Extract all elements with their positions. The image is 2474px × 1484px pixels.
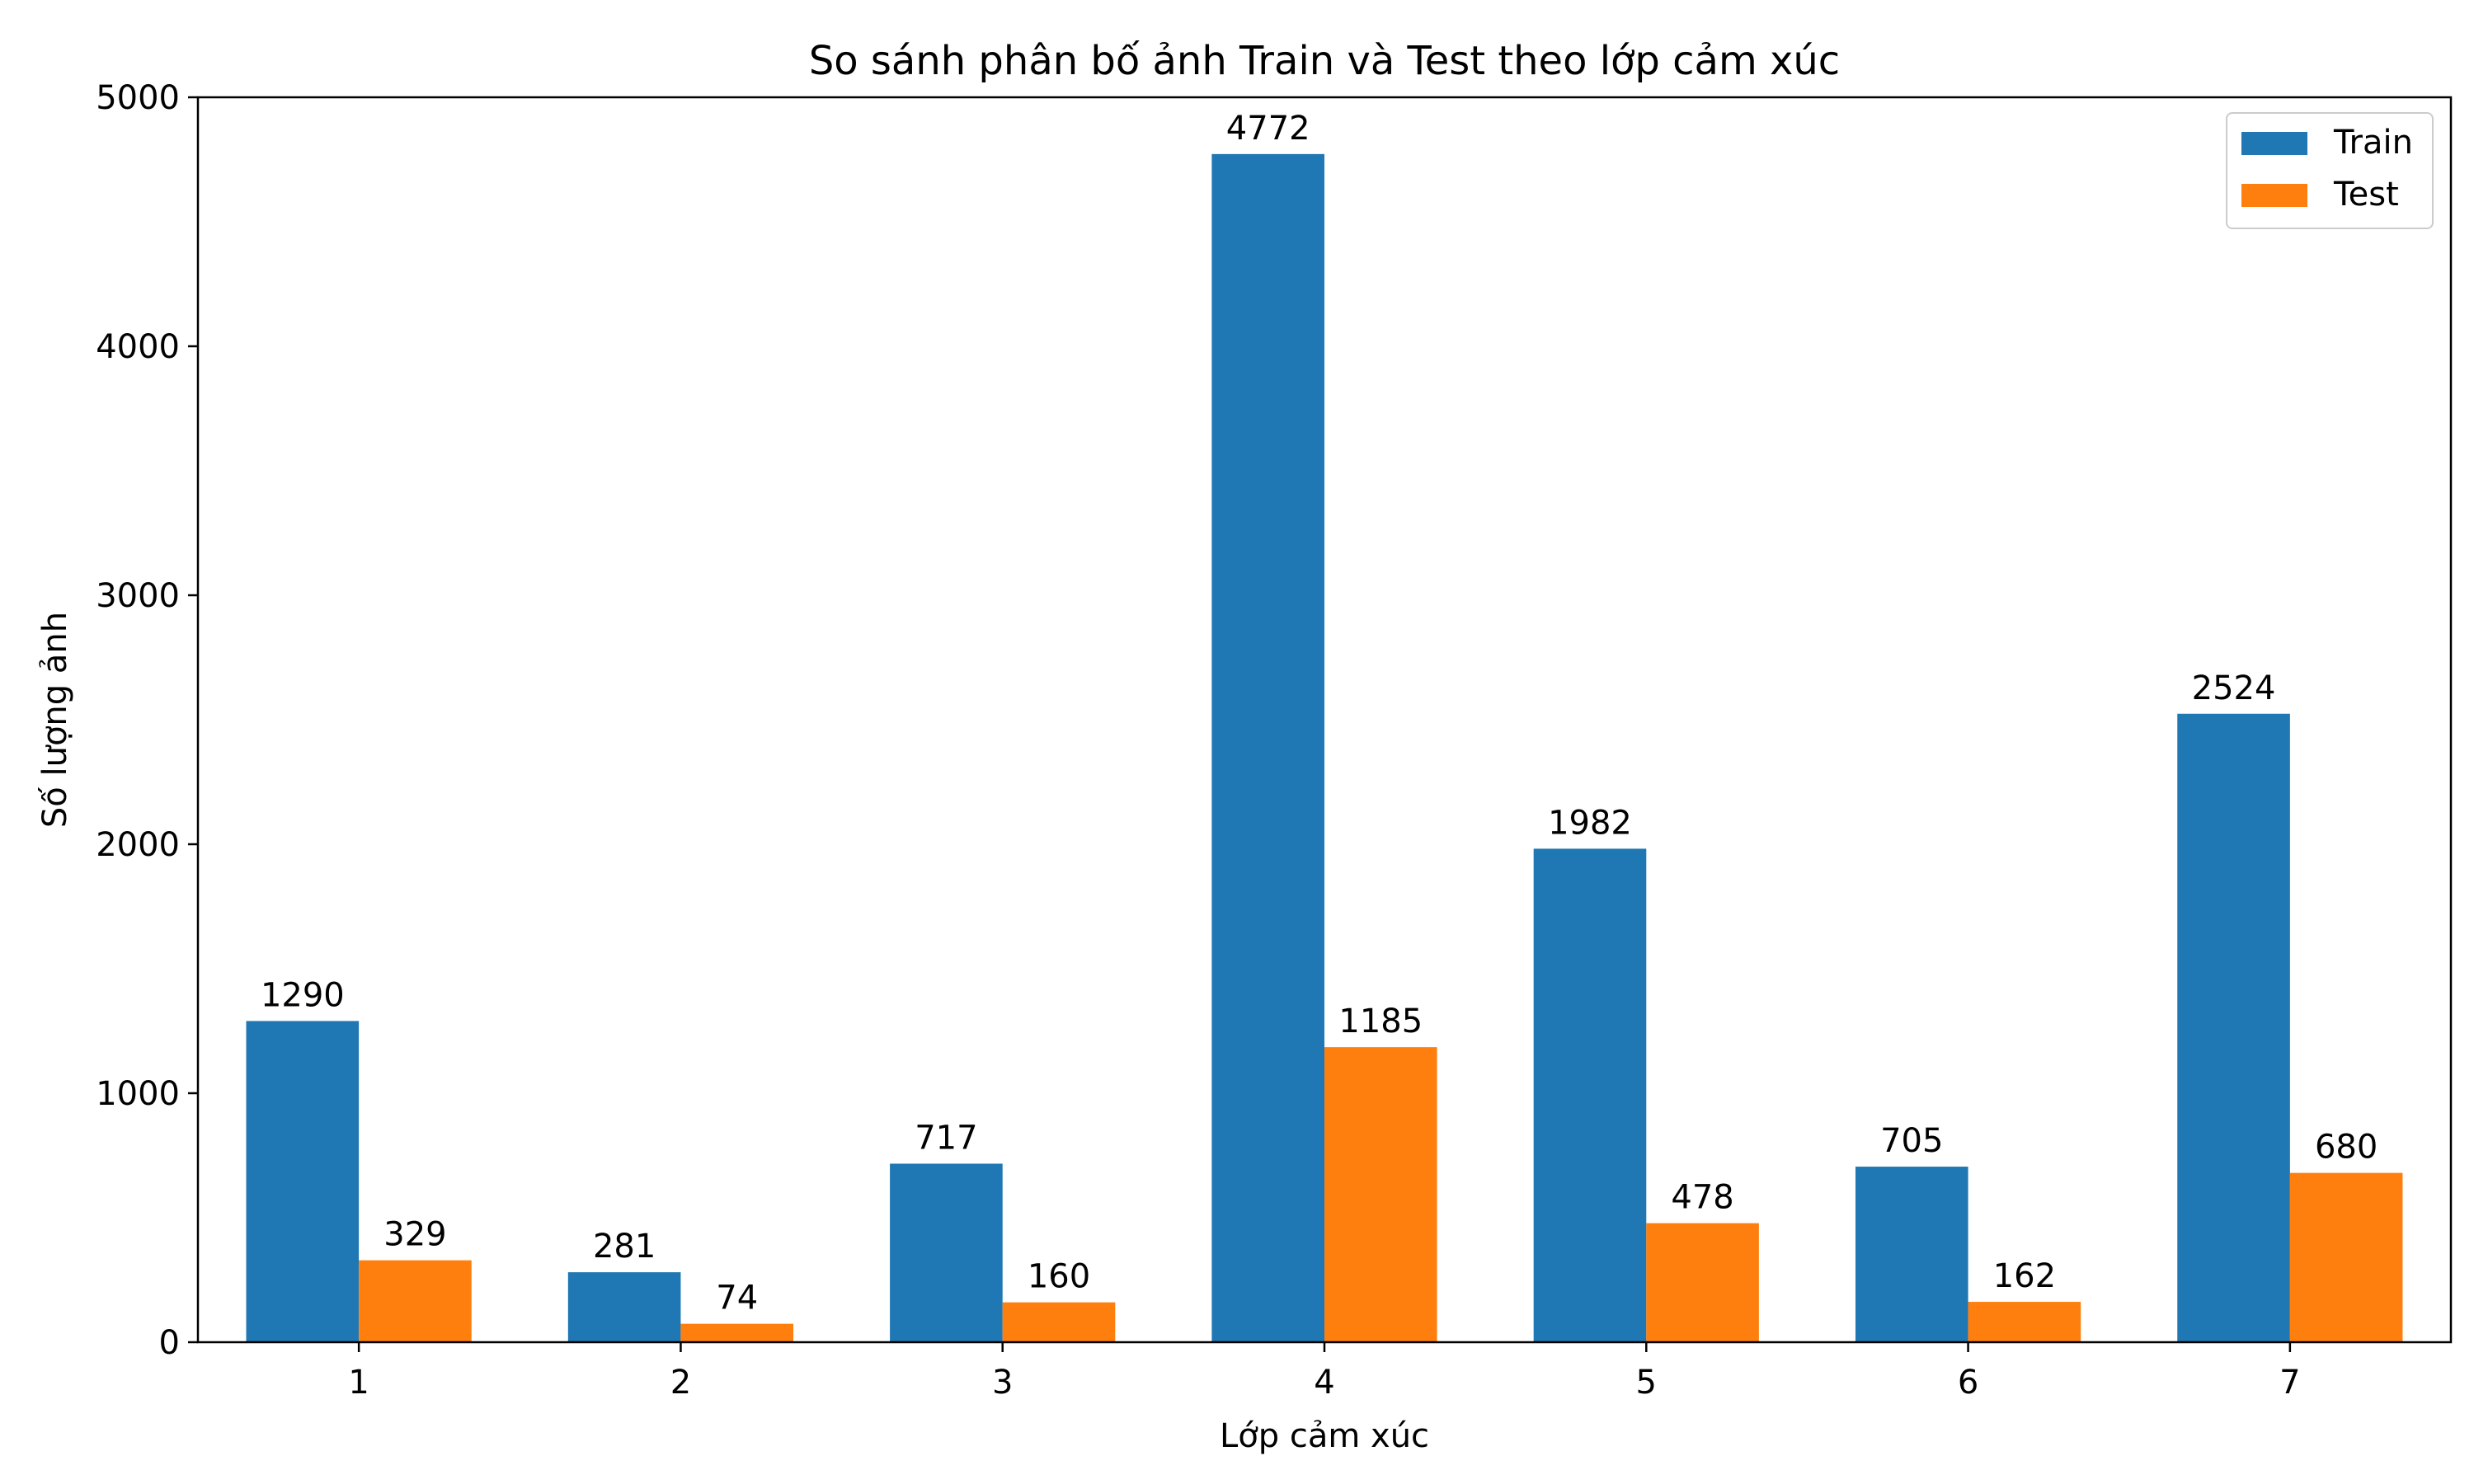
test-value-label-3: 160 [1028,1258,1090,1296]
x-tick-label-7: 7 [2279,1364,2300,1402]
train-bar-1 [246,1021,360,1342]
y-tick-label-0: 0 [159,1324,180,1362]
y-tick-label-1000: 1000 [96,1075,180,1113]
train-bar-3 [890,1163,1003,1342]
test-bar-7 [2289,1172,2403,1342]
test-value-label-4: 1185 [1338,1003,1423,1040]
train-value-label-7: 2524 [2192,669,2276,707]
test-bar-1 [359,1260,472,1342]
bar-labels-group: 1290 281 717 4772 1982 705 2524 329 74 160 1185 478… [261,110,2378,1317]
y-tick-label-5000: 5000 [96,79,180,117]
chart-title: So sánh phân bố ảnh Train và Test theo l… [809,38,1840,84]
train-value-label-6: 705 [1880,1122,1943,1160]
train-value-label-1: 1290 [261,976,345,1014]
x-tick-label-4: 4 [1314,1364,1334,1402]
x-tick-label-3: 3 [992,1364,1013,1402]
test-bar-5 [1646,1223,1759,1342]
legend-label-test: Test [2333,176,2399,214]
test-value-label-6: 162 [1993,1257,2056,1295]
train-bar-5 [1533,848,1647,1342]
train-bar-4 [1211,153,1324,1343]
plot-frame [196,96,2453,1344]
x-axis-title: Lớp cảm xúc [1220,1417,1429,1455]
train-value-label-4: 4772 [1226,110,1310,148]
test-bar-2 [680,1323,794,1342]
x-tick-label-1: 1 [348,1364,369,1402]
test-value-label-7: 680 [2315,1129,2378,1167]
x-tick-label-6: 6 [1958,1364,1978,1402]
legend-label-train: Train [2333,124,2413,162]
y-tick-label-2000: 2000 [96,826,180,864]
train-bar-7 [2177,713,2290,1342]
y-axis-title: Số lượng ảnh [36,612,74,828]
train-value-label-3: 717 [915,1119,977,1157]
axes-group: 1 2 3 4 5 6 7 0 1000 2000 3000 4000 5000 [96,79,2300,1402]
x-tick-label-2: 2 [670,1364,691,1402]
test-value-label-5: 478 [1671,1179,1733,1217]
test-bar-4 [1324,1047,1437,1342]
test-bar-3 [1002,1302,1116,1342]
train-value-label-5: 1982 [1548,804,1632,842]
train-bar-6 [1855,1167,1968,1342]
test-bar-6 [1968,1302,2081,1342]
legend: Train Test [2226,112,2434,229]
legend-swatch-train [2241,132,2307,155]
test-value-label-1: 329 [383,1216,446,1254]
test-value-label-2: 74 [716,1280,758,1317]
x-tick-label-5: 5 [1636,1364,1657,1402]
train-bar-2 [567,1272,681,1342]
y-tick-label-4000: 4000 [96,328,180,366]
bars-group [246,153,2403,1343]
train-value-label-2: 281 [593,1228,656,1266]
y-tick-label-3000: 3000 [96,577,180,615]
legend-swatch-test [2241,184,2307,207]
